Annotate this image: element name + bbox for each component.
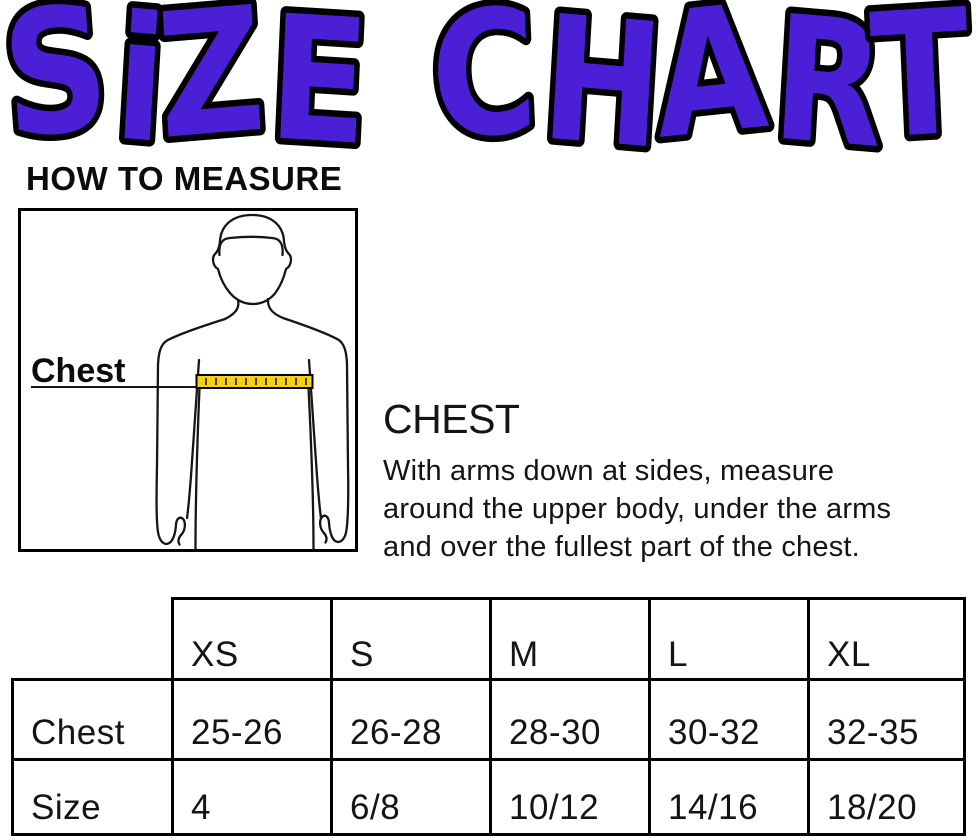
measure-diagram: Chest — [18, 208, 358, 552]
column-header-xl: XL — [807, 597, 966, 678]
hair-fringe — [218, 235, 284, 257]
chest-value-m: 28-30 — [489, 678, 648, 758]
chest-value-s: 26-28 — [330, 678, 489, 758]
chest-value-l: 30-32 — [648, 678, 807, 758]
chest-value-xs: 25-26 — [171, 678, 330, 758]
right-arm-outline — [281, 316, 350, 544]
chest-value-xl: 32-35 — [807, 678, 966, 758]
row-label-size: Size — [11, 758, 171, 836]
table-corner-cell — [11, 597, 171, 678]
chest-description: With arms down at sides, measure around … — [383, 452, 891, 566]
title-word-size: SiZE — [0, 0, 374, 155]
measuring-tape — [195, 374, 314, 389]
chest-description-line-2: around the upper body, under the arms — [383, 493, 892, 525]
torso-left-line — [194, 386, 201, 551]
torso-right-line — [307, 386, 315, 551]
tape-band — [195, 374, 314, 389]
column-header-xs: XS — [171, 597, 330, 678]
column-header-l: L — [648, 597, 807, 678]
size-value-xs: 4 — [171, 758, 330, 836]
title-word-chart: CHART — [426, 0, 974, 155]
chest-description-line-1: With arms down at sides, measure — [383, 455, 835, 487]
column-header-m: M — [489, 597, 648, 678]
row-label-chest: Chest — [11, 678, 171, 758]
title-banner: SiZE CHART — [0, 0, 978, 155]
size-value-m: 10/12 — [489, 758, 648, 836]
size-value-l: 14/16 — [648, 758, 807, 836]
chest-description-line-3: and over the fullest part of the chest. — [383, 531, 860, 563]
tape-ticks — [205, 378, 307, 385]
left-arm-outline — [155, 317, 227, 546]
column-header-s: S — [330, 597, 489, 678]
size-value-s: 6/8 — [330, 758, 489, 836]
neck-left-line — [223, 298, 240, 321]
how-to-measure-heading: HOW TO MEASURE — [26, 160, 343, 197]
size-value-xl: 18/20 — [807, 758, 966, 836]
neck-right-line — [266, 297, 285, 320]
head-outline — [211, 213, 293, 306]
chest-section-heading: CHEST — [383, 396, 520, 442]
chest-diagram-label: Chest — [31, 352, 125, 390]
size-table: XS S M L XL Chest 25-26 26-28 28-30 30-3… — [11, 597, 966, 836]
